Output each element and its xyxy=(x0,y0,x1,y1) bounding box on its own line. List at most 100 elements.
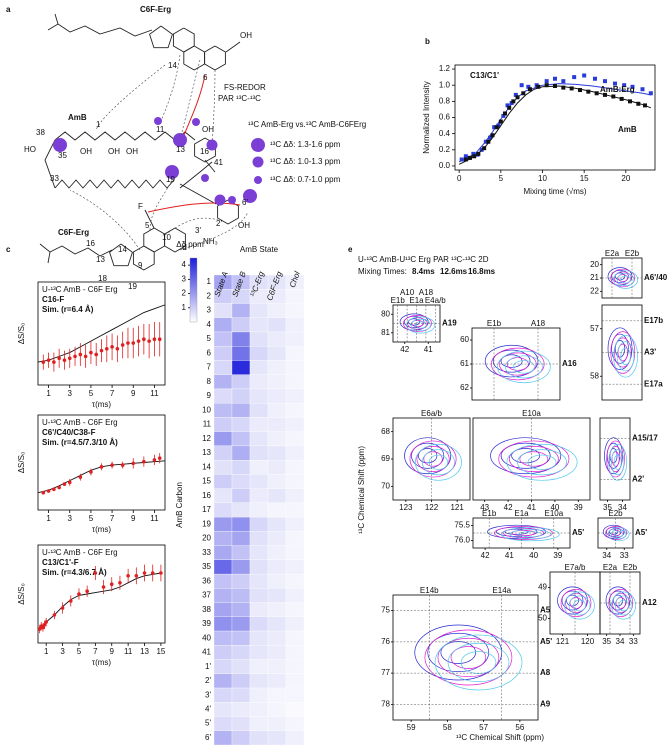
heatmap-cell xyxy=(213,417,233,432)
atom-label: 11 xyxy=(156,125,165,134)
atom-label: 33 xyxy=(50,174,59,183)
data-point xyxy=(482,146,487,151)
heatmap-cell xyxy=(267,659,287,674)
heatmap-cell xyxy=(231,659,251,674)
data-point xyxy=(640,87,645,92)
contour xyxy=(604,437,623,475)
data-point xyxy=(37,627,42,631)
row-label: 38 xyxy=(202,605,211,614)
heatmap-cell xyxy=(213,317,233,333)
heatmap-cell xyxy=(213,659,233,674)
heatmap-cell xyxy=(249,645,269,660)
bond xyxy=(44,139,56,189)
x-tick-label: 59 xyxy=(407,723,416,732)
heatmap-cell xyxy=(267,460,287,475)
contour xyxy=(416,446,450,472)
data-point xyxy=(463,154,468,159)
data-point xyxy=(142,571,147,575)
heatmap-cell xyxy=(249,730,269,746)
legend-entry: ¹³C Δδ: 0.7-1.0 ppm xyxy=(270,175,341,184)
heatmap-cell xyxy=(249,702,269,717)
heatmap-cell xyxy=(285,289,305,304)
row-label: 19 xyxy=(202,519,211,528)
heatmap-cell xyxy=(267,303,287,318)
x-tick-label: 57 xyxy=(479,723,488,732)
heatmap-cell xyxy=(213,502,233,518)
data-point xyxy=(68,599,73,603)
row-label: 12 xyxy=(202,434,211,443)
data-point xyxy=(157,337,162,342)
x-tick-label: 42 xyxy=(481,551,490,560)
contour xyxy=(434,634,523,691)
x-tick-label: 3 xyxy=(68,389,73,398)
data-point xyxy=(120,343,125,347)
data-point xyxy=(89,470,93,474)
data-point xyxy=(503,111,507,116)
heatmap-cell xyxy=(285,573,305,589)
x-tick-label: 13 xyxy=(140,647,149,656)
legend-marker xyxy=(252,156,264,168)
row-label: 2 xyxy=(207,291,212,300)
annotation: Sim. (r=6.4 Å) xyxy=(42,305,94,314)
heatmap-cell xyxy=(213,588,233,603)
heatmap-cell xyxy=(231,630,251,646)
assignment-label: A12 xyxy=(642,598,657,607)
heatmap-cell xyxy=(285,403,305,418)
x-tick-label: 39 xyxy=(574,503,583,512)
contour xyxy=(406,316,436,334)
x-tick-label: 7 xyxy=(110,389,115,398)
x-tick-label: 9 xyxy=(131,514,136,523)
x-tick-label: 40 xyxy=(529,551,538,560)
x-axis-label: τ(ms) xyxy=(92,525,111,534)
heatmap-cell xyxy=(213,303,233,318)
data-point xyxy=(593,76,597,81)
plot-frame xyxy=(37,414,166,511)
chart-subtitle: C16-F xyxy=(42,295,64,304)
heatmap-cell xyxy=(249,331,269,347)
heatmap-cell xyxy=(285,645,305,660)
atom-label: 14 xyxy=(118,245,127,254)
row-label: 14 xyxy=(202,462,211,471)
heatmap-cell xyxy=(249,303,269,318)
data-point xyxy=(528,87,532,92)
contour xyxy=(506,443,578,481)
row-label: 33 xyxy=(202,548,211,557)
data-point xyxy=(611,94,616,99)
heatmap-cell xyxy=(231,573,251,589)
heatmap-cell xyxy=(231,702,251,717)
data-point xyxy=(578,88,582,93)
contour xyxy=(508,446,559,472)
heatmap-cell xyxy=(231,417,251,432)
contact-arc xyxy=(69,189,141,251)
x-tick-label: 34 xyxy=(618,503,627,512)
bond xyxy=(204,159,216,173)
assignment-label: A16 xyxy=(562,359,577,368)
x-tick-label: 15 xyxy=(156,647,165,656)
shift-marker xyxy=(192,118,200,126)
data-point xyxy=(561,79,566,84)
data-point xyxy=(78,352,83,357)
heatmap-cell xyxy=(213,474,233,489)
side-chain xyxy=(54,13,59,25)
heatmap-cell xyxy=(213,673,233,689)
contour xyxy=(606,440,625,478)
colorbar-label: Δδ ppm xyxy=(176,240,204,249)
heatmap-cell xyxy=(213,431,233,447)
bond xyxy=(179,183,217,205)
redor-contact xyxy=(147,202,241,213)
heatmap-cell xyxy=(285,460,305,475)
colorbar-tick-label: 3 xyxy=(182,274,187,283)
row-label: 8 xyxy=(207,377,212,386)
data-point xyxy=(147,339,151,343)
row-label: 1 xyxy=(207,277,212,286)
heatmap-cell xyxy=(249,602,269,617)
data-point xyxy=(636,101,641,106)
contour xyxy=(409,440,457,478)
atom-label: 9 xyxy=(138,261,143,270)
method-label: FS-REDOR xyxy=(224,83,266,92)
y-axis-label: ¹³C Chemical Shift (ppm) xyxy=(357,446,366,534)
row-label: 11 xyxy=(203,420,212,429)
y-tick-label: 50 xyxy=(538,614,547,623)
x-tick-label: 120 xyxy=(581,637,595,646)
